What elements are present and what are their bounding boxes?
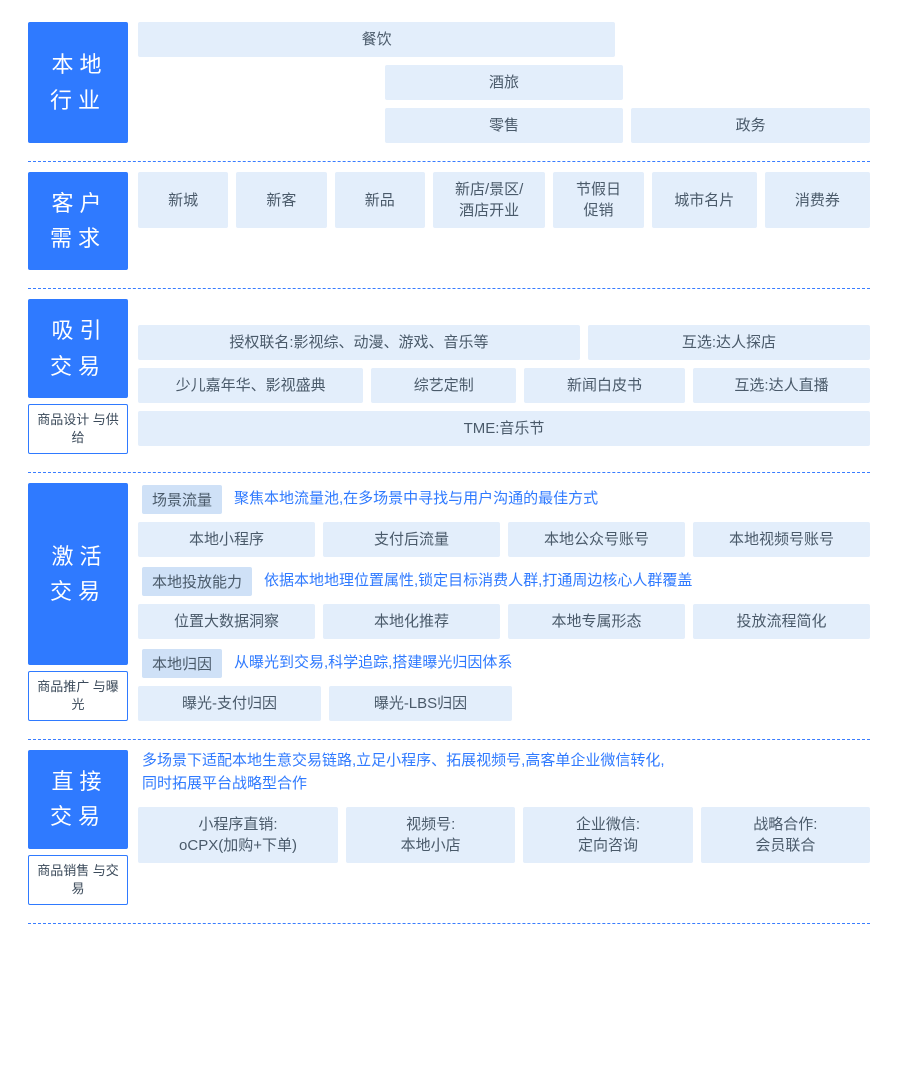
right-col: 授权联名:影视综、动漫、游戏、音乐等互选:达人探店少儿嘉年华、影视盛典综艺定制新… — [138, 299, 870, 454]
cell-row: 零售政务 — [138, 108, 870, 143]
right-col: 场景流量聚焦本地流量池,在多场景中寻找与用户沟通的最佳方式本地小程序支付后流量本… — [138, 483, 870, 721]
spacer — [631, 65, 870, 100]
cell: 新客 — [236, 172, 326, 228]
cell-row: 餐饮 — [138, 22, 870, 57]
cell: TME:音乐节 — [138, 411, 870, 446]
cell: 小程序直销: oCPX(加购+下单) — [138, 807, 338, 863]
cell: 曝光-支付归因 — [138, 686, 321, 721]
cell: 本地专属形态 — [508, 604, 685, 639]
section-customer-needs: 客户 需求 新城新客新品新店/景区/ 酒店开业节假日 促销城市名片消费券 — [28, 166, 870, 289]
left-col: 直接 交易 商品销售 与交易 — [28, 750, 128, 905]
cell-row: 位置大数据洞察本地化推荐本地专属形态投放流程简化 — [138, 604, 870, 639]
cell-row: 曝光-支付归因曝光-LBS归因 — [138, 686, 870, 721]
cell-row: 小程序直销: oCPX(加购+下单)视频号: 本地小店企业微信: 定向咨询战略合… — [138, 807, 870, 863]
desc-tag: 本地归因 — [142, 649, 222, 678]
section-title: 激活 交易 — [28, 483, 128, 665]
desc-text: 多场景下适配本地生意交易链路,立足小程序、拓展视频号,高客单企业微信转化, 同时… — [138, 750, 870, 799]
section-attract: 吸引 交易 商品设计 与供给 授权联名:影视综、动漫、游戏、音乐等互选:达人探店… — [28, 293, 870, 473]
cell: 零售 — [385, 108, 624, 143]
cell-row: 新城新客新品新店/景区/ 酒店开业节假日 促销城市名片消费券 — [138, 172, 870, 228]
cell: 政务 — [631, 108, 870, 143]
desc-row: 本地归因从曝光到交易,科学追踪,搭建曝光归因体系 — [138, 647, 870, 678]
desc-text: 聚焦本地流量池,在多场景中寻找与用户沟通的最佳方式 — [234, 488, 598, 511]
cell-row: 授权联名:影视综、动漫、游戏、音乐等互选:达人探店 — [138, 325, 870, 360]
left-col: 吸引 交易 商品设计 与供给 — [28, 299, 128, 454]
cell: 投放流程简化 — [693, 604, 870, 639]
section-title: 客户 需求 — [28, 172, 128, 270]
left-col: 激活 交易 商品推广 与曝光 — [28, 483, 128, 721]
spacer — [623, 22, 870, 57]
cell: 互选:达人探店 — [588, 325, 870, 360]
spacer — [520, 686, 870, 721]
cell: 互选:达人直播 — [693, 368, 870, 403]
cell-row: TME:音乐节 — [138, 411, 870, 446]
cell: 综艺定制 — [371, 368, 516, 403]
cell: 本地视频号账号 — [693, 522, 870, 557]
cell: 本地化推荐 — [323, 604, 500, 639]
left-col: 本地 行业 — [28, 22, 128, 143]
cell: 位置大数据洞察 — [138, 604, 315, 639]
section-title: 吸引 交易 — [28, 299, 128, 397]
section-local-industry: 本地 行业 餐饮酒旅零售政务 — [28, 16, 870, 162]
cell: 本地小程序 — [138, 522, 315, 557]
desc-text: 从曝光到交易,科学追踪,搭建曝光归因体系 — [234, 652, 512, 675]
right-col: 新城新客新品新店/景区/ 酒店开业节假日 促销城市名片消费券 — [138, 172, 870, 270]
cell: 企业微信: 定向咨询 — [523, 807, 692, 863]
desc-text: 依据本地地理位置属性,锁定目标消费人群,打通周边核心人群覆盖 — [264, 570, 692, 593]
cell: 餐饮 — [138, 22, 615, 57]
cell: 视频号: 本地小店 — [346, 807, 515, 863]
section-sub: 商品设计 与供给 — [28, 404, 128, 454]
right-col: 餐饮酒旅零售政务 — [138, 22, 870, 143]
cell-row: 酒旅 — [138, 65, 870, 100]
section-activate: 激活 交易 商品推广 与曝光 场景流量聚焦本地流量池,在多场景中寻找与用户沟通的… — [28, 477, 870, 740]
cell: 新品 — [335, 172, 425, 228]
desc-tag: 场景流量 — [142, 485, 222, 514]
cell: 支付后流量 — [323, 522, 500, 557]
cell: 新店/景区/ 酒店开业 — [433, 172, 546, 228]
left-col: 客户 需求 — [28, 172, 128, 270]
cell: 少儿嘉年华、影视盛典 — [138, 368, 363, 403]
right-col: 多场景下适配本地生意交易链路,立足小程序、拓展视频号,高客单企业微信转化, 同时… — [138, 750, 870, 905]
cell: 城市名片 — [652, 172, 757, 228]
cell: 曝光-LBS归因 — [329, 686, 512, 721]
cell-row: 本地小程序支付后流量本地公众号账号本地视频号账号 — [138, 522, 870, 557]
cell: 新闻白皮书 — [524, 368, 685, 403]
cell: 酒旅 — [385, 65, 624, 100]
desc-row: 场景流量聚焦本地流量池,在多场景中寻找与用户沟通的最佳方式 — [138, 483, 870, 514]
cell: 新城 — [138, 172, 228, 228]
desc-tag: 本地投放能力 — [142, 567, 252, 596]
cell-row: 少儿嘉年华、影视盛典综艺定制新闻白皮书互选:达人直播 — [138, 368, 870, 403]
section-title: 本地 行业 — [28, 22, 128, 143]
section-sub: 商品销售 与交易 — [28, 855, 128, 905]
section-title: 直接 交易 — [28, 750, 128, 848]
spacer — [138, 108, 377, 143]
cell: 本地公众号账号 — [508, 522, 685, 557]
cell: 授权联名:影视综、动漫、游戏、音乐等 — [138, 325, 580, 360]
section-sub: 商品推广 与曝光 — [28, 671, 128, 721]
cell: 消费券 — [765, 172, 870, 228]
section-direct: 直接 交易 商品销售 与交易 多场景下适配本地生意交易链路,立足小程序、拓展视频… — [28, 744, 870, 924]
desc-row: 本地投放能力依据本地地理位置属性,锁定目标消费人群,打通周边核心人群覆盖 — [138, 565, 870, 596]
cell: 节假日 促销 — [553, 172, 643, 228]
spacer — [138, 65, 377, 100]
cell: 战略合作: 会员联合 — [701, 807, 870, 863]
